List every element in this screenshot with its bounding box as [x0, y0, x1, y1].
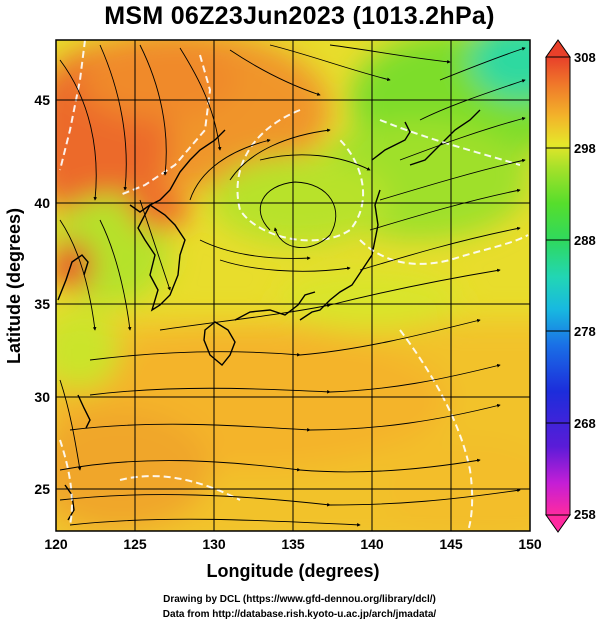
colorbar-tick-label: 268 [574, 416, 596, 431]
x-tick-label: 145 [439, 536, 463, 552]
x-tick-label: 125 [123, 536, 147, 552]
colorbar-tick-label: 278 [574, 324, 596, 339]
colorbar-tick-label: 288 [574, 233, 596, 248]
x-tick-label: 130 [202, 536, 226, 552]
y-tick-label: 25 [34, 481, 50, 497]
colorbar-tick-label: 298 [574, 141, 596, 156]
y-tick-label: 35 [34, 296, 50, 312]
colorbar-min-triangle [545, 514, 571, 533]
x-tick-label: 120 [44, 536, 68, 552]
credit-data-source: Data from http://database.rish.kyoto-u.a… [162, 609, 437, 620]
y-tick-label: 40 [34, 195, 50, 211]
map-grid [55, 39, 531, 532]
y-tick-label: 45 [34, 92, 50, 108]
x-axis-label: Longitude (degrees) [206, 561, 379, 581]
colorbar-tick-label: 308 [574, 50, 596, 65]
map-title: MSM 06Z23Jun2023 (1013.2hPa) [104, 2, 495, 30]
y-tick-label: 30 [34, 389, 50, 405]
colorbar-max-triangle [545, 39, 571, 58]
x-tick-label: 150 [518, 536, 542, 552]
credits: Drawing by DCL (https://www.gfd-dennou.o… [0, 592, 599, 622]
x-tick-label: 135 [281, 536, 305, 552]
credit-drawing: Drawing by DCL (https://www.gfd-dennou.o… [163, 594, 436, 605]
y-axis-label: Latitude (degrees) [4, 208, 24, 364]
x-tick-label: 140 [360, 536, 384, 552]
map-figure: 120 125 130 135 140 145 150 25 30 35 40 … [4, 39, 596, 581]
colorbar-tick-label: 258 [574, 507, 596, 522]
colorbar: 308 298 288 278 268 258 [545, 39, 596, 533]
